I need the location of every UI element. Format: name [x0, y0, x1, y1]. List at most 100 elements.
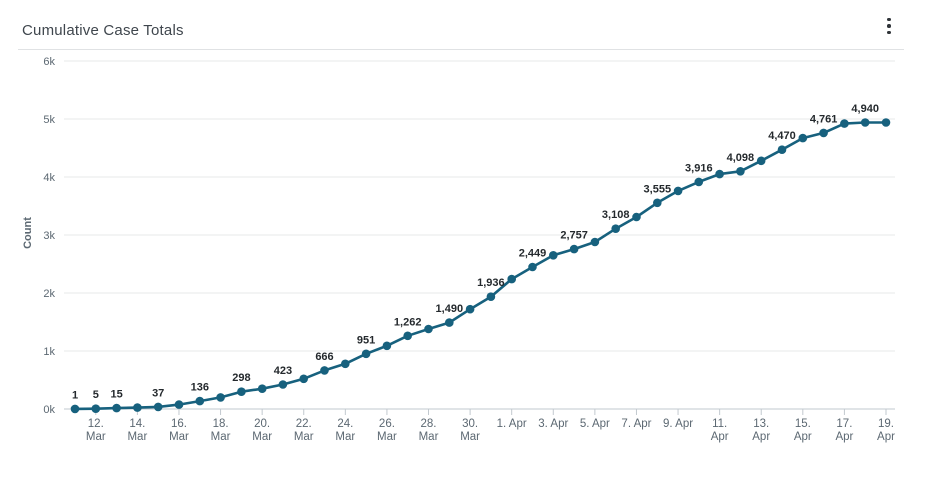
x-tick-label: 22. [296, 418, 312, 430]
data-point[interactable] [91, 404, 101, 414]
data-point-label: 1,262 [394, 316, 422, 328]
data-point[interactable] [465, 304, 475, 314]
x-tick-label: 5. Apr [580, 418, 610, 430]
x-tick-label: 15. [795, 418, 811, 430]
data-point[interactable] [694, 177, 704, 187]
x-tick-label: 3. Apr [538, 418, 568, 430]
data-point[interactable] [736, 167, 745, 176]
data-point-label: 37 [152, 387, 164, 399]
data-point[interactable] [299, 374, 309, 384]
x-tick-label: Mar [211, 431, 231, 443]
y-tick-label: 6k [43, 56, 55, 68]
x-tick-label: Mar [252, 431, 272, 443]
data-point-label: 4,098 [727, 152, 755, 164]
data-point[interactable] [756, 156, 766, 166]
data-point[interactable] [590, 237, 600, 247]
data-point[interactable] [112, 403, 121, 413]
chart-actions-button[interactable] [877, 13, 901, 39]
data-point[interactable] [445, 318, 454, 327]
x-tick-label: 30. [462, 418, 478, 430]
data-point[interactable] [382, 341, 392, 351]
x-tick-label: 11. [712, 418, 727, 430]
x-tick-label: Apr [877, 431, 895, 443]
data-point-label: 1,936 [477, 277, 505, 289]
x-tick-label: Mar [460, 431, 480, 443]
data-point[interactable] [133, 403, 142, 412]
x-tick-label: Mar [294, 431, 314, 443]
data-point[interactable] [216, 393, 225, 402]
data-point[interactable] [840, 119, 849, 128]
data-point[interactable] [569, 244, 579, 254]
data-point[interactable] [424, 324, 433, 334]
data-point[interactable] [549, 251, 558, 260]
x-tick-label: Apr [835, 431, 853, 443]
y-tick-label: 5k [43, 114, 55, 126]
data-point[interactable] [860, 118, 870, 127]
data-point-label: 15 [110, 389, 122, 401]
x-tick-label: 19. [878, 418, 894, 430]
data-point-label: 2,757 [560, 230, 588, 242]
x-tick-label: Mar [86, 431, 106, 443]
data-point-label: 1,490 [436, 303, 464, 315]
data-point[interactable] [174, 400, 184, 409]
data-point-label: 5 [93, 389, 99, 401]
data-point[interactable] [777, 145, 787, 154]
data-point-label: 4,761 [810, 113, 838, 125]
data-point[interactable] [486, 292, 496, 302]
y-tick-label: 2k [43, 288, 55, 300]
data-point[interactable] [153, 402, 163, 412]
data-point[interactable] [257, 384, 267, 394]
data-point[interactable] [819, 128, 828, 138]
data-point[interactable] [798, 133, 808, 143]
data-point[interactable] [320, 366, 329, 375]
data-point[interactable] [611, 224, 620, 233]
data-point[interactable] [881, 118, 891, 127]
y-axis-title: Count [22, 217, 34, 249]
chart-header: Cumulative Case Totals [0, 0, 925, 50]
series-line [73, 121, 888, 411]
header-divider [18, 49, 904, 50]
data-point[interactable] [507, 274, 516, 284]
data-point-label: 4,470 [768, 130, 796, 142]
data-point[interactable] [341, 359, 350, 369]
data-point-label: 2,449 [519, 248, 547, 260]
x-tick-label: 18. [213, 418, 229, 430]
x-tick-label: Apr [752, 431, 770, 443]
data-point-label: 3,108 [602, 209, 630, 221]
x-tick-label: 20. [254, 418, 270, 430]
x-tick-label: Apr [711, 431, 729, 443]
x-tick-label: 28. [421, 418, 437, 430]
data-point-label: 3,555 [644, 183, 672, 195]
data-point[interactable] [715, 169, 724, 179]
x-tick-label: Mar [419, 431, 439, 443]
data-point[interactable] [403, 331, 413, 341]
data-point[interactable] [361, 349, 371, 359]
x-tick-label: 26. [379, 418, 395, 430]
data-point-label: 423 [274, 365, 292, 377]
x-tick-label: Mar [335, 431, 355, 443]
chart-title: Cumulative Case Totals [22, 22, 184, 39]
x-tick-label: 9. Apr [663, 418, 693, 430]
x-tick-label: 14. [129, 418, 145, 430]
y-tick-label: 3k [43, 230, 55, 242]
x-tick-label: 7. Apr [621, 418, 651, 430]
data-point-label: 951 [357, 334, 375, 346]
data-point[interactable] [632, 212, 641, 222]
data-point[interactable] [237, 387, 246, 397]
data-point-label: 666 [315, 351, 333, 363]
data-point-label: 4,940 [851, 103, 879, 115]
data-point[interactable] [278, 380, 288, 389]
y-tick-label: 1k [43, 346, 55, 358]
data-point-label: 298 [232, 372, 250, 384]
data-point-label: 3,916 [685, 162, 713, 174]
data-point[interactable] [195, 396, 205, 406]
x-tick-label: 13. [753, 418, 769, 430]
data-point[interactable] [528, 262, 537, 272]
data-point[interactable] [673, 186, 683, 196]
data-point[interactable] [653, 198, 662, 208]
y-tick-label: 4k [43, 172, 55, 184]
x-tick-label: 1. Apr [497, 418, 527, 430]
data-point[interactable] [70, 404, 80, 414]
